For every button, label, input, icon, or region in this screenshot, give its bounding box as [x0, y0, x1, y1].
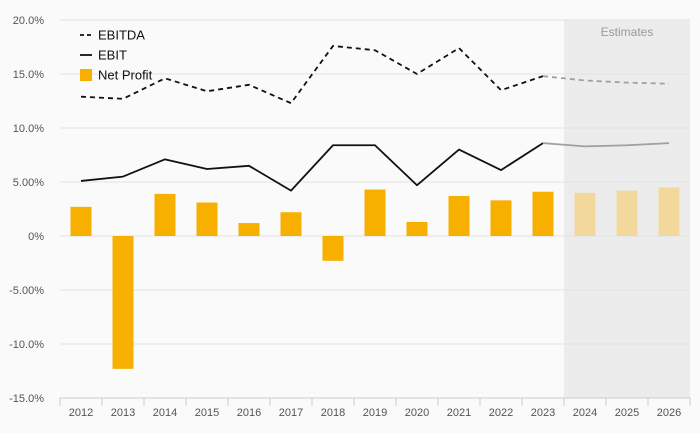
- y-tick-label: -10.0%: [9, 339, 44, 351]
- x-tick-label: 2017: [279, 407, 303, 419]
- x-tick-label: 2024: [573, 407, 597, 419]
- x-tick-label: 2012: [69, 407, 93, 419]
- x-tick-label: 2025: [615, 407, 639, 419]
- x-tick-label: 2015: [195, 407, 219, 419]
- bar-net-profit-2023: [532, 191, 554, 236]
- series-lines: [80, 45, 670, 192]
- legend-label: EBIT: [98, 48, 127, 63]
- bar-net-profit-2020: [406, 221, 428, 236]
- y-tick-label: 20.0%: [13, 15, 44, 27]
- y-axis: 20.0% 15.0% 10.0% 5.00% 0% -5.00% -10.0% -15.0%: [9, 15, 44, 405]
- x-tick-label: 2013: [111, 407, 135, 419]
- bar-net-profit-2012: [70, 206, 92, 236]
- x-tick-label: 2021: [447, 407, 471, 419]
- bar-net-profit-2024: [574, 192, 596, 236]
- y-tick-label: 10.0%: [13, 123, 44, 135]
- x-tick-label: 2016: [237, 407, 261, 419]
- line-ebitda-estimate: [542, 75, 670, 85]
- bar-net-profit-2013: [112, 236, 134, 369]
- line-ebitda-actual: [80, 45, 544, 105]
- bar-net-profit-2022: [490, 200, 512, 236]
- legend-label: EBITDA: [98, 28, 145, 43]
- bar-net-profit-2015: [196, 202, 218, 236]
- legend: EBITDA EBIT Net Profit: [80, 28, 153, 83]
- x-tick-label: 2022: [489, 407, 513, 419]
- bar-net-profit-2016: [238, 223, 260, 236]
- legend-swatch-net-profit: [80, 69, 92, 81]
- bar-net-profit-2014: [154, 193, 176, 236]
- x-axis: 2012 2013 2014 2015 2016 2017 2018 2019 2020 2021…: [59, 397, 691, 419]
- y-tick-label: 5.00%: [13, 177, 44, 189]
- bar-net-profit-2025: [616, 190, 638, 236]
- x-tick-label: 2020: [405, 407, 429, 419]
- line-ebit-actual: [80, 142, 544, 192]
- legend-label: Net Profit: [98, 68, 153, 83]
- y-tick-label: -5.00%: [9, 285, 44, 297]
- bar-net-profit-2026: [658, 187, 680, 236]
- x-tick-label: 2018: [321, 407, 345, 419]
- x-tick-label: 2026: [657, 407, 681, 419]
- bar-net-profit-2021: [448, 196, 470, 236]
- x-tick-label: 2019: [363, 407, 387, 419]
- net-profit-bars: [70, 187, 680, 369]
- bar-net-profit-2017: [280, 212, 302, 236]
- line-ebit-estimate: [542, 142, 670, 148]
- estimates-label: Estimates: [601, 25, 654, 39]
- bar-net-profit-2018: [322, 236, 344, 261]
- y-tick-label: 15.0%: [13, 69, 44, 81]
- x-tick-label: 2014: [153, 407, 177, 419]
- x-tick-label: 2023: [531, 407, 555, 419]
- y-tick-label: -15.0%: [9, 393, 44, 405]
- y-tick-label: 0%: [28, 231, 44, 243]
- bar-net-profit-2019: [364, 189, 386, 236]
